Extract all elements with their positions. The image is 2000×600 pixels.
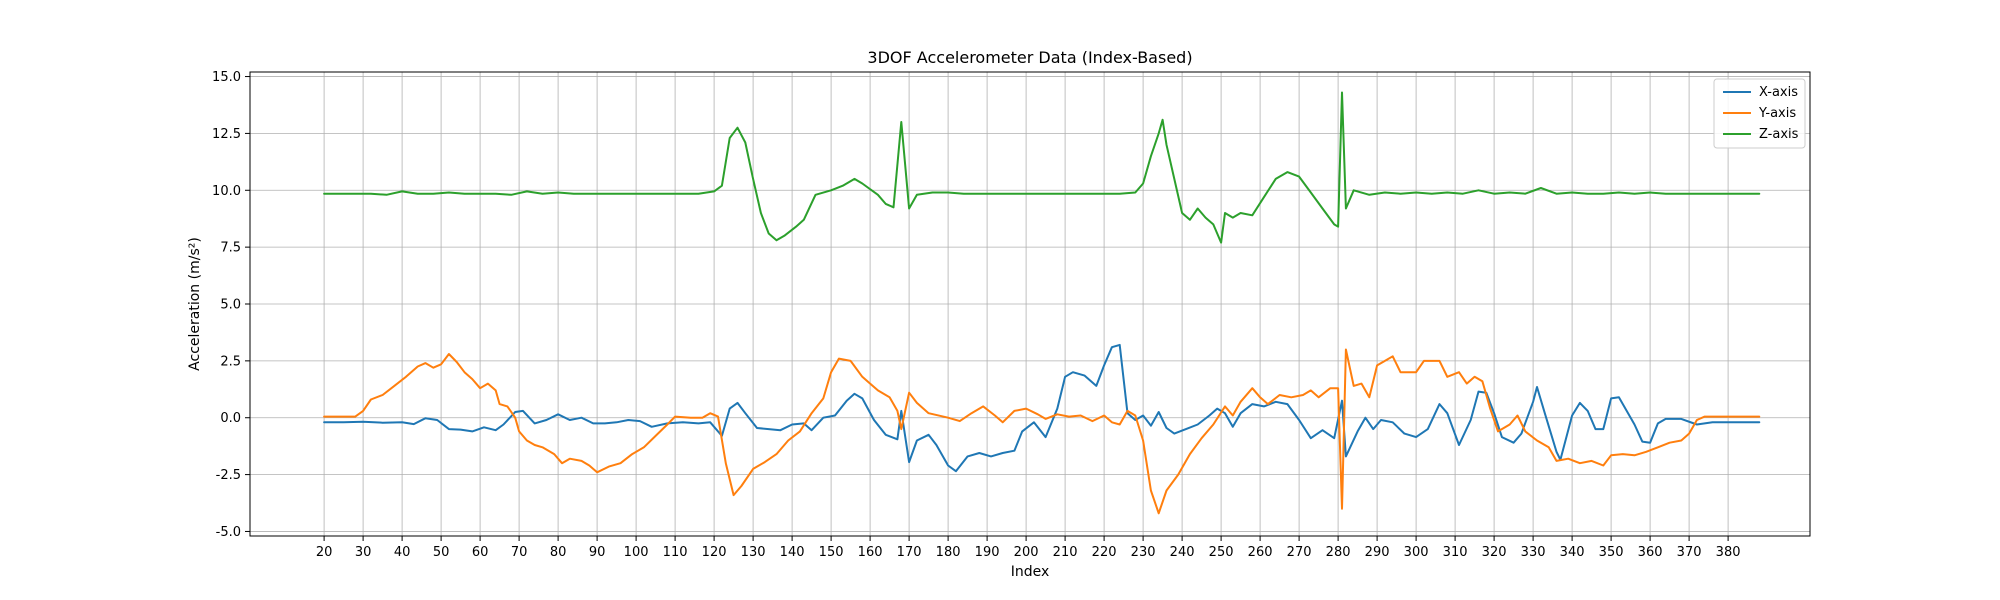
legend-label-y-axis: Y-axis (1758, 106, 1796, 121)
x-tick-label: 210 (1053, 545, 1078, 560)
y-tick-label: -2.5 (216, 468, 241, 483)
series-lines (323, 91, 1761, 515)
x-axis-ticks: 20 30 40 50 60 70 80 90 100 110 120 130 140 150 160 170… (316, 536, 1741, 560)
x-tick-label: 30 (355, 545, 372, 560)
x-tick-label: 20 (316, 545, 333, 560)
x-tick-label: 290 (1365, 545, 1390, 560)
y-tick-label: -5.0 (216, 525, 241, 540)
x-tick-label: 40 (394, 545, 411, 560)
x-tick-label: 130 (741, 545, 766, 560)
x-tick-label: 140 (780, 545, 805, 560)
x-tick-label: 370 (1677, 545, 1702, 560)
x-tick-label: 240 (1170, 545, 1195, 560)
x-tick-label: 100 (624, 545, 649, 560)
x-tick-label: 330 (1521, 545, 1546, 560)
x-tick-label: 270 (1287, 545, 1312, 560)
x-tick-label: 340 (1560, 545, 1585, 560)
x-tick-label: 110 (663, 545, 688, 560)
x-tick-label: 350 (1599, 545, 1624, 560)
y-tick-label: 10.0 (212, 184, 241, 199)
x-tick-label: 230 (1131, 545, 1156, 560)
x-tick-label: 280 (1326, 545, 1351, 560)
chart-title: 3DOF Accelerometer Data (Index-Based) (867, 48, 1192, 67)
x-tick-label: 150 (819, 545, 844, 560)
x-tick-label: 310 (1443, 545, 1468, 560)
legend-label-z-axis: Z-axis (1759, 127, 1799, 142)
x-tick-label: 160 (858, 545, 883, 560)
x-axis-title: Index (1011, 564, 1050, 580)
x-tick-label: 170 (897, 545, 922, 560)
y-tick-label: 2.5 (220, 354, 241, 369)
x-tick-label: 220 (1092, 545, 1117, 560)
y-tick-label: 7.5 (220, 241, 241, 256)
legend-label-x-axis: X-axis (1759, 85, 1798, 100)
x-tick-label: 80 (550, 545, 567, 560)
x-tick-label: 70 (511, 545, 528, 560)
x-tick-label: 320 (1482, 545, 1507, 560)
x-tick-label: 50 (433, 545, 450, 560)
x-tick-label: 380 (1716, 545, 1741, 560)
x-tick-label: 260 (1248, 545, 1273, 560)
x-tick-label: 180 (936, 545, 961, 560)
x-tick-label: 300 (1404, 545, 1429, 560)
x-tick-label: 190 (975, 545, 1000, 560)
legend: X-axis Y-axis Z-axis (1713, 78, 1806, 149)
legend-box (1713, 78, 1806, 149)
grid (250, 72, 1810, 536)
y-tick-label: 0.0 (220, 411, 241, 426)
x-tick-label: 120 (702, 545, 727, 560)
series-line-z-axis (323, 91, 1761, 244)
y-tick-label: 12.5 (212, 127, 241, 142)
y-tick-label: 5.0 (220, 298, 241, 313)
x-tick-label: 90 (589, 545, 606, 560)
series-line-y-axis (323, 348, 1761, 515)
x-tick-label: 200 (1014, 545, 1039, 560)
y-axis-title: Acceleration (m/s²) (187, 237, 203, 371)
x-tick-label: 250 (1209, 545, 1234, 560)
series-line-x-axis (323, 343, 1761, 473)
x-tick-label: 60 (472, 545, 489, 560)
y-axis-ticks: -5.0 -2.5 0.0 2.5 5.0 7.5 10.0 12.5 15.0 (212, 70, 250, 540)
x-tick-label: 360 (1638, 545, 1663, 560)
y-tick-label: 15.0 (212, 70, 241, 85)
